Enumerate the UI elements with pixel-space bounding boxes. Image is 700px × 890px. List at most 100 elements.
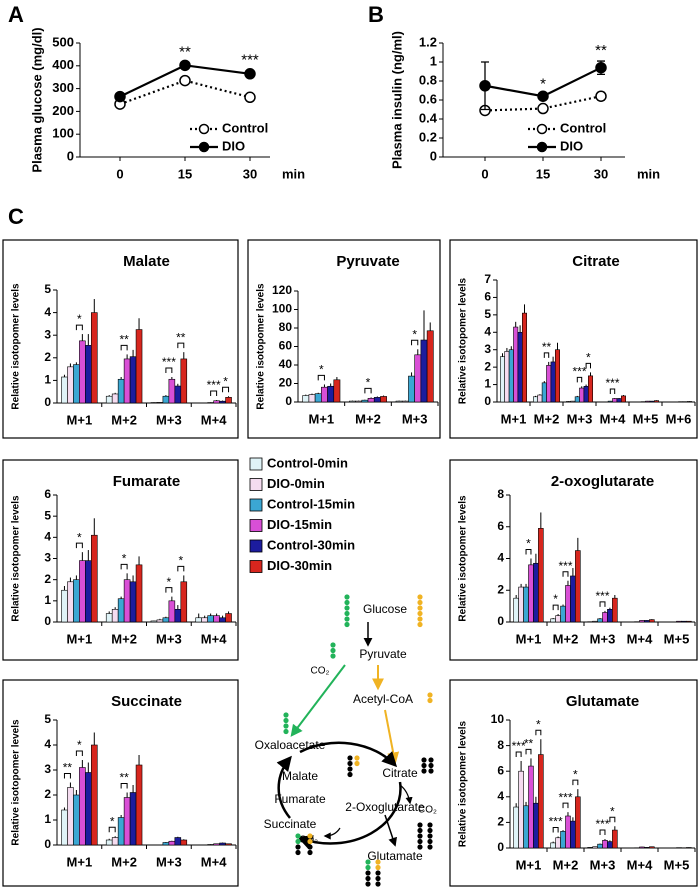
y-tick-label: 80 [279, 320, 293, 334]
bar [349, 400, 356, 403]
bar [73, 794, 80, 846]
bar [528, 564, 534, 623]
significance: * [553, 592, 558, 606]
significance: *** [558, 790, 572, 804]
legend-swatch [249, 498, 263, 512]
significance-bracket [177, 342, 185, 349]
carbon-dot [427, 833, 433, 839]
bar [85, 772, 92, 846]
point [537, 90, 549, 102]
arrow [384, 709, 400, 765]
bar [156, 619, 164, 623]
y-axis-label: Relative isotopomer levels [458, 720, 469, 847]
carbon-dot [307, 838, 313, 845]
bar [518, 586, 524, 623]
carbon-dot [307, 849, 313, 856]
bar [61, 589, 68, 623]
bar [570, 575, 576, 623]
carbon-dot [283, 728, 289, 735]
bar [607, 400, 613, 403]
bar [333, 379, 341, 403]
bar [639, 846, 645, 849]
significance: *** [241, 51, 259, 68]
bar [308, 394, 316, 403]
significance: *** [595, 817, 609, 831]
y-axis-label: Plasma insulin (ng/ml) [389, 31, 404, 169]
node-label: Oxaloacetate [255, 738, 326, 752]
significance: * [110, 814, 115, 828]
y-tick-label: 1 [484, 377, 491, 391]
significance-bracket [599, 601, 606, 607]
significance: *** [572, 364, 586, 378]
carbon-dot [417, 838, 423, 845]
y-tick-label: 4 [484, 324, 491, 338]
y-tick-label: 0 [44, 837, 51, 851]
bar [686, 620, 692, 623]
bar [225, 397, 232, 404]
legend-label: DIO-15min [267, 517, 332, 532]
legend-swatch [249, 519, 263, 532]
significance-bracket [562, 802, 569, 809]
cycle-arc [297, 781, 402, 850]
panel-box [449, 459, 698, 661]
y-tick-label: 0.2 [419, 129, 437, 144]
x-tick-label: M+1 [516, 631, 542, 646]
y-tick-label: 500 [52, 34, 74, 49]
bar [61, 809, 68, 846]
panel-box [247, 239, 441, 439]
legend-label: Control-15min [267, 496, 355, 511]
legend-label: Control [222, 120, 268, 135]
bar [123, 579, 131, 623]
bar [129, 792, 137, 846]
legend-marker [198, 123, 210, 135]
bar [123, 797, 131, 846]
bar [408, 375, 415, 403]
x-tick-label: M+6 [666, 411, 692, 426]
significance: *** [605, 376, 619, 390]
bar [373, 397, 381, 403]
y-tick-label: 2 [497, 582, 504, 596]
bar [560, 831, 566, 849]
significance-bracket [120, 783, 128, 789]
bar [162, 617, 170, 623]
bar [168, 600, 176, 623]
carbon-dot [375, 870, 381, 876]
bar [162, 395, 170, 404]
x-tick-label: M+4 [600, 411, 626, 426]
bar [395, 400, 403, 403]
carbon-dot [347, 760, 353, 767]
y-tick-label: 7 [484, 272, 491, 286]
x-tick-label: M+1 [67, 854, 93, 869]
bar [587, 847, 593, 849]
significance-bracket [585, 362, 591, 369]
bar [117, 817, 125, 846]
significance: * [540, 75, 546, 92]
x-tick-label: M+1 [309, 411, 335, 426]
y-tick-label: 0.4 [419, 110, 438, 125]
carbon-dot [344, 594, 350, 600]
legend-label: Control-0min [267, 455, 348, 470]
significance-bracket [222, 386, 230, 393]
bar [518, 770, 524, 849]
significance: ** [179, 44, 191, 61]
y-tick-label: 0 [497, 840, 504, 854]
bar [517, 331, 523, 403]
bar [602, 612, 608, 623]
carbon-dot [295, 844, 301, 850]
bar [546, 365, 552, 403]
significance-bracket [515, 751, 522, 757]
x-tick-label: 30 [243, 166, 257, 181]
legend-swatch [249, 478, 263, 491]
bar [538, 754, 544, 849]
y-tick-label: 0 [67, 148, 74, 163]
x-tick-label: M+5 [633, 411, 659, 426]
carbon-dot [344, 605, 350, 611]
carbon-dot [417, 833, 423, 839]
y-axis-label: Plasma glucose (mg/dl) [29, 27, 44, 172]
bar [499, 356, 505, 403]
x-tick-label: 15 [536, 166, 550, 181]
bar [523, 586, 529, 623]
bar [129, 356, 137, 404]
y-tick-label: 1.2 [419, 34, 437, 49]
bar [180, 839, 188, 846]
